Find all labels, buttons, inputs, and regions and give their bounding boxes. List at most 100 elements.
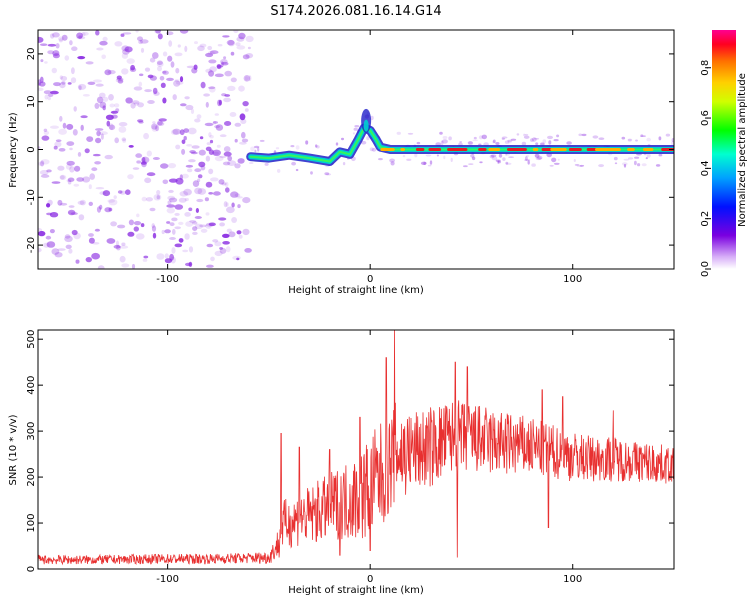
noise-blob — [165, 31, 174, 36]
ridge-halo-blob — [579, 164, 585, 167]
spectrogram-ytick-label: 10 — [26, 95, 37, 108]
ridge-halo-blob — [527, 160, 530, 165]
noise-blob — [61, 81, 66, 85]
noise-blob — [216, 144, 221, 148]
ridge-halo-blob — [277, 168, 281, 173]
ridge-halo-blob — [490, 154, 497, 158]
noise-blob — [175, 177, 184, 185]
ridge-halo-blob — [416, 141, 421, 145]
ridge-halo-blob — [534, 153, 540, 158]
noise-blob — [209, 66, 217, 73]
noise-blob — [218, 179, 225, 185]
noise-blob — [51, 52, 59, 56]
noise-blob — [206, 264, 214, 268]
noise-blob — [214, 125, 221, 129]
noise-blob — [174, 243, 183, 248]
ridge-halo-blob — [525, 155, 530, 157]
ridge-halo-blob — [613, 156, 618, 161]
noise-blob — [64, 55, 70, 61]
noise-blob — [149, 57, 156, 63]
ridge-halo-blob — [443, 155, 446, 160]
ridge-halo-blob — [492, 139, 496, 144]
noise-blob — [227, 155, 233, 161]
noise-blob — [146, 172, 156, 177]
ridge-halo-blob — [634, 156, 640, 159]
noise-blob — [178, 238, 184, 243]
noise-blob — [212, 191, 221, 196]
noise-blob — [177, 44, 181, 48]
noise-blob — [215, 124, 224, 131]
noise-blob — [39, 81, 46, 87]
ridge-halo-blob — [537, 155, 543, 160]
ridge-halo-blob — [578, 133, 583, 137]
noise-blob — [189, 150, 196, 154]
ridge-strong-segment — [428, 148, 442, 151]
noise-blob — [130, 64, 136, 71]
noise-blob — [117, 224, 126, 229]
noise-blob — [50, 33, 55, 39]
noise-blob — [136, 213, 140, 218]
noise-blob — [174, 226, 181, 230]
noise-blob — [104, 69, 112, 76]
noise-blob — [53, 145, 58, 150]
noise-blob — [205, 68, 213, 73]
noise-blob — [152, 87, 158, 95]
ridge-halo-blob — [366, 136, 370, 141]
noise-blob — [52, 50, 60, 57]
noise-blob — [146, 150, 152, 157]
noise-blob — [121, 137, 127, 142]
ridge-strong-segment — [488, 148, 501, 151]
ridge-halo-blob — [576, 165, 583, 167]
noise-blob — [226, 39, 235, 46]
noise-blob — [130, 102, 136, 109]
noise-blob — [228, 231, 236, 238]
noise-blob — [115, 78, 124, 83]
ridge-strong-segment — [661, 148, 674, 151]
noise-blob — [218, 217, 227, 221]
noise-blob — [46, 169, 52, 173]
noise-blob — [194, 223, 203, 229]
ridge-halo-blob — [614, 162, 618, 165]
noise-blob — [155, 30, 161, 34]
ridge-halo-blob — [325, 173, 332, 176]
ridge-halo-blob — [635, 139, 638, 142]
ridge-halo-blob — [324, 172, 330, 176]
noise-blob — [127, 174, 134, 180]
noise-blob — [82, 176, 91, 183]
noise-blob — [184, 96, 190, 100]
spectrogram-ylabel: Frequency (Hz) — [8, 112, 19, 188]
noise-blob — [179, 76, 184, 83]
noise-blob — [216, 64, 222, 69]
noise-blob — [53, 82, 61, 87]
noise-blob — [99, 92, 106, 99]
noise-blob — [183, 136, 187, 141]
ridge-halo-blob — [478, 135, 484, 140]
noise-blob — [185, 221, 194, 227]
noise-blob — [232, 255, 241, 260]
ridge-halo-blob — [658, 136, 662, 141]
ridge-halo-blob — [481, 134, 487, 140]
noise-blob — [149, 207, 156, 212]
ridge-halo-blob — [640, 134, 644, 137]
noise-blob — [194, 216, 202, 219]
ridge-halo-blob — [442, 136, 448, 139]
noise-blob — [162, 70, 167, 74]
noise-blob — [119, 245, 129, 249]
noise-blob — [247, 46, 251, 50]
noise-blob — [242, 197, 251, 204]
noise-blob — [96, 206, 102, 213]
noise-blob — [219, 134, 227, 138]
noise-blob — [180, 103, 187, 107]
noise-blob — [99, 40, 108, 46]
noise-blob — [214, 241, 222, 247]
noise-blob — [212, 149, 222, 156]
noise-blob — [225, 246, 231, 253]
noise-blob — [65, 244, 72, 249]
noise-blob — [107, 199, 115, 203]
noise-blob — [57, 199, 63, 206]
noise-blob — [175, 144, 181, 150]
ridge-halo-blob — [254, 149, 257, 153]
noise-blob — [100, 133, 104, 140]
snr-xtick-label: 0 — [367, 574, 373, 585]
noise-blob — [80, 115, 88, 119]
